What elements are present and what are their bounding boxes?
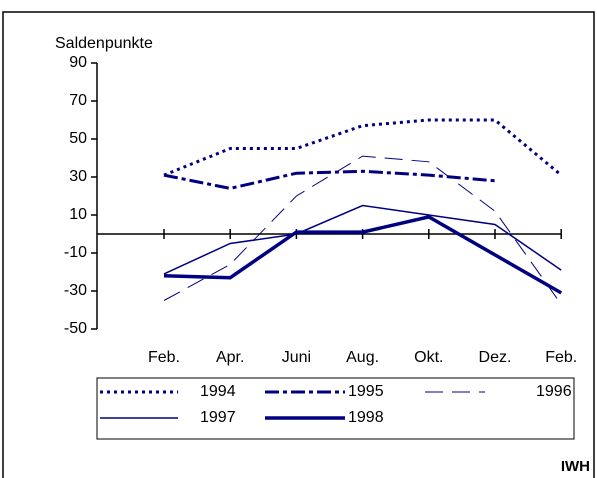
y-tick-label: 70 bbox=[69, 92, 87, 109]
legend-label: 1996 bbox=[536, 383, 572, 400]
y-tick-label: 90 bbox=[69, 54, 87, 71]
line-series bbox=[163, 155, 562, 305]
x-tick-label: Juni bbox=[282, 349, 311, 366]
line-series bbox=[163, 118, 563, 177]
line-series bbox=[163, 204, 562, 275]
x-tick-label: Dez. bbox=[479, 349, 512, 366]
line-series bbox=[163, 169, 496, 190]
y-axis-label: Saldenpunkte bbox=[55, 35, 153, 52]
legend-label: 1994 bbox=[200, 383, 236, 400]
line-series bbox=[163, 215, 563, 295]
x-tick-label: Aug. bbox=[346, 349, 379, 366]
y-tick-label: -30 bbox=[64, 282, 87, 299]
y-tick-label: -10 bbox=[64, 244, 87, 261]
legend-label: 1998 bbox=[348, 409, 384, 426]
x-tick-label: Okt. bbox=[414, 349, 443, 366]
y-tick-label: -50 bbox=[64, 320, 87, 337]
y-tick-label: 10 bbox=[69, 206, 87, 223]
legend-label: 1995 bbox=[348, 383, 384, 400]
x-tick-label: Apr. bbox=[216, 349, 244, 366]
y-tick-label: 50 bbox=[69, 130, 87, 147]
source: IWH bbox=[561, 458, 590, 475]
frame bbox=[2, 11, 595, 478]
legend-label: 1997 bbox=[200, 409, 236, 426]
y-tick-label: 30 bbox=[69, 168, 87, 185]
x-tick-label: Feb. bbox=[545, 349, 577, 366]
legend-box bbox=[96, 377, 575, 440]
x-tick-label: Feb. bbox=[148, 349, 180, 366]
